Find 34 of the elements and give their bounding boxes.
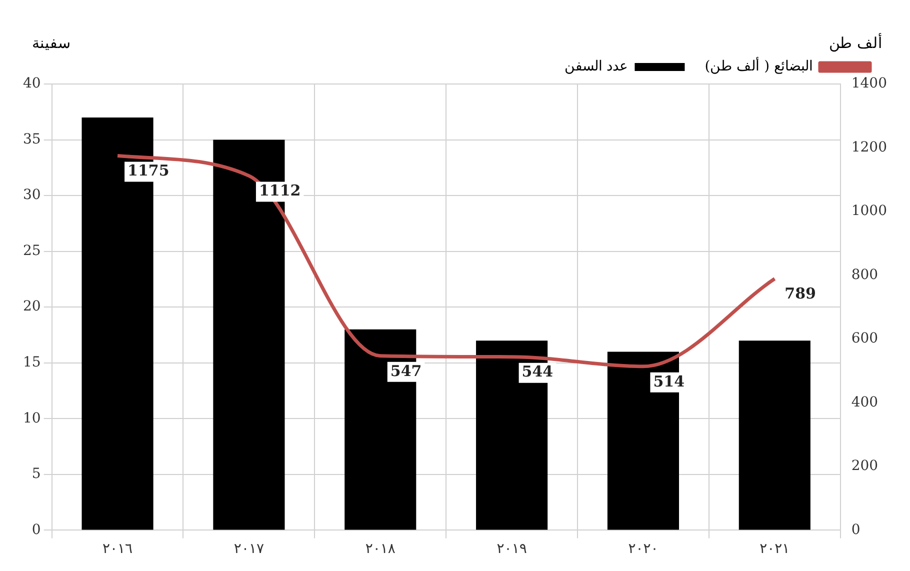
y2-tick-label: 600 xyxy=(851,330,878,347)
y-tick-label: 25 xyxy=(22,242,41,259)
y-tick-label: 0 xyxy=(32,522,41,538)
y-tick-label: 20 xyxy=(22,298,41,315)
y2-tick-label: 1200 xyxy=(851,139,888,156)
data-label: 547 xyxy=(390,362,422,380)
y-axis-title: سفينة xyxy=(32,34,71,52)
y-tick-label: 35 xyxy=(22,131,41,148)
legend-label: البضائع ( ألف طن) xyxy=(704,56,813,75)
y2-tick-label: 200 xyxy=(851,458,878,474)
y2-tick-label: 0 xyxy=(851,522,860,538)
data-label: 514 xyxy=(653,372,685,390)
x-tick-label: ٢٠٢٠ xyxy=(628,541,658,558)
y2-tick-label: 1400 xyxy=(851,76,888,92)
y2-tick-label: 400 xyxy=(851,394,878,410)
y2-tick-label: 1000 xyxy=(851,203,888,220)
data-label: 544 xyxy=(522,362,554,381)
x-tick-label: ٢٠١٦ xyxy=(102,541,133,558)
y-tick-label: 40 xyxy=(22,76,41,92)
y-tick-label: 5 xyxy=(32,466,41,482)
x-tick-label: ٢٠١٧ xyxy=(234,541,264,558)
bar xyxy=(738,340,810,530)
y-tick-label: 10 xyxy=(22,410,41,426)
data-label: 789 xyxy=(784,284,816,303)
y-tick-label: 15 xyxy=(22,354,41,371)
y2-axis-title: ألف طن xyxy=(829,34,882,52)
x-tick-label: ٢٠١٨ xyxy=(365,541,396,558)
data-label: 1175 xyxy=(128,162,170,180)
data-label: 1112 xyxy=(258,182,301,200)
y2-tick-label: 800 xyxy=(851,266,878,283)
x-tick-label: ٢٠١٩ xyxy=(496,541,527,558)
legend-label: عدد السفن xyxy=(564,58,628,75)
x-tick-label: ٢٠٢١ xyxy=(760,541,790,558)
y-tick-label: 30 xyxy=(22,187,41,204)
